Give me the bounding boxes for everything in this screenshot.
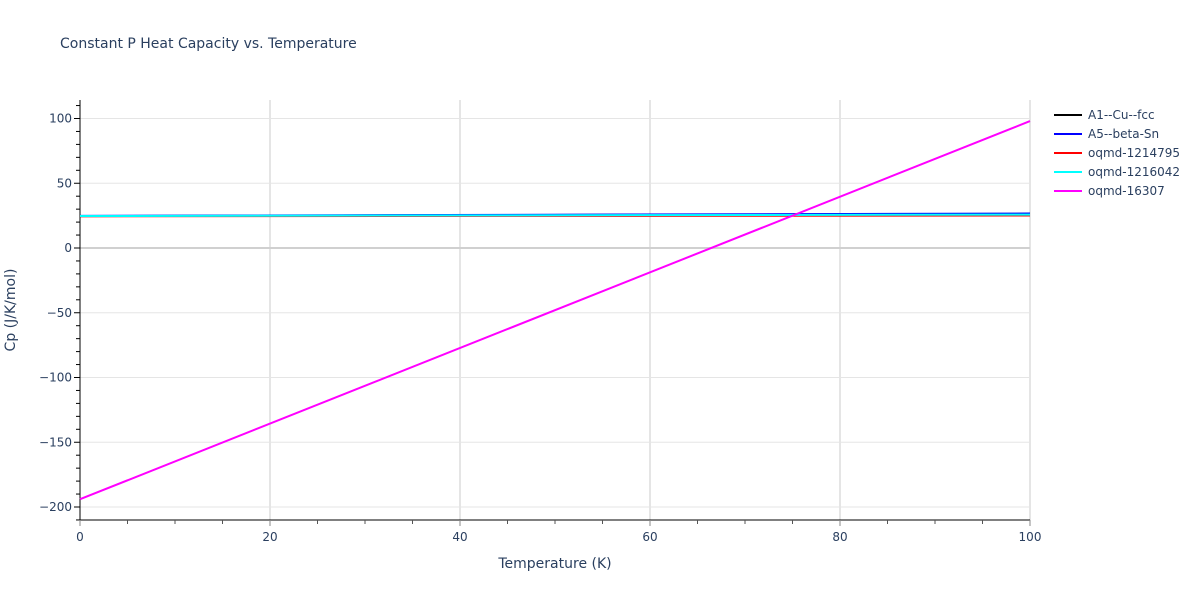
legend-label: oqmd-1214795 <box>1088 145 1181 160</box>
x-tick-label: 40 <box>452 530 467 544</box>
x-axis-title: Temperature (K) <box>497 556 611 572</box>
legend-item-oqmd-1214795[interactable]: oqmd-1214795 <box>1054 143 1180 162</box>
y-tick-label: −150 <box>39 435 72 449</box>
y-tick-label: −50 <box>47 306 72 320</box>
y-tick-label: 0 <box>64 241 72 255</box>
legend-item-oqmd-1216042[interactable]: oqmd-1216042 <box>1054 162 1180 181</box>
legend-swatch <box>1054 151 1082 154</box>
series-line-oqmd-1216042[interactable] <box>79 213 1031 218</box>
y-tick-label: 100 <box>49 112 72 126</box>
legend-swatch <box>1054 113 1082 116</box>
legend: A1--Cu--fcc A5--beta-Sn oqmd-1214795 oqm… <box>1054 105 1180 200</box>
legend-swatch <box>1054 132 1082 135</box>
legend-item-a1-cu-fcc[interactable]: A1--Cu--fcc <box>1054 105 1180 124</box>
series-line-oqmd-16307[interactable] <box>79 120 1031 501</box>
y-axis-title: Cp (J/K/mol) <box>3 269 19 352</box>
legend-item-oqmd-16307[interactable]: oqmd-16307 <box>1054 181 1180 200</box>
x-tick-label: 20 <box>262 530 277 544</box>
x-tick-label: 100 <box>1019 530 1042 544</box>
chart-title: Constant P Heat Capacity vs. Temperature <box>60 36 357 52</box>
x-tick-label: 60 <box>642 530 657 544</box>
x-tick-label: 0 <box>76 530 84 544</box>
x-tick-label: 80 <box>832 530 847 544</box>
legend-label: A5--beta-Sn <box>1088 126 1160 141</box>
legend-item-a5-beta-sn[interactable]: A5--beta-Sn <box>1054 124 1180 143</box>
legend-swatch <box>1054 170 1082 173</box>
legend-swatch <box>1054 189 1082 192</box>
y-tick-label: 50 <box>57 176 72 190</box>
y-tick-label: −100 <box>39 371 72 385</box>
legend-label: A1--Cu--fcc <box>1088 107 1155 122</box>
legend-label: oqmd-1216042 <box>1088 164 1181 179</box>
y-tick-label: −200 <box>39 500 72 514</box>
legend-label: oqmd-16307 <box>1088 183 1165 198</box>
